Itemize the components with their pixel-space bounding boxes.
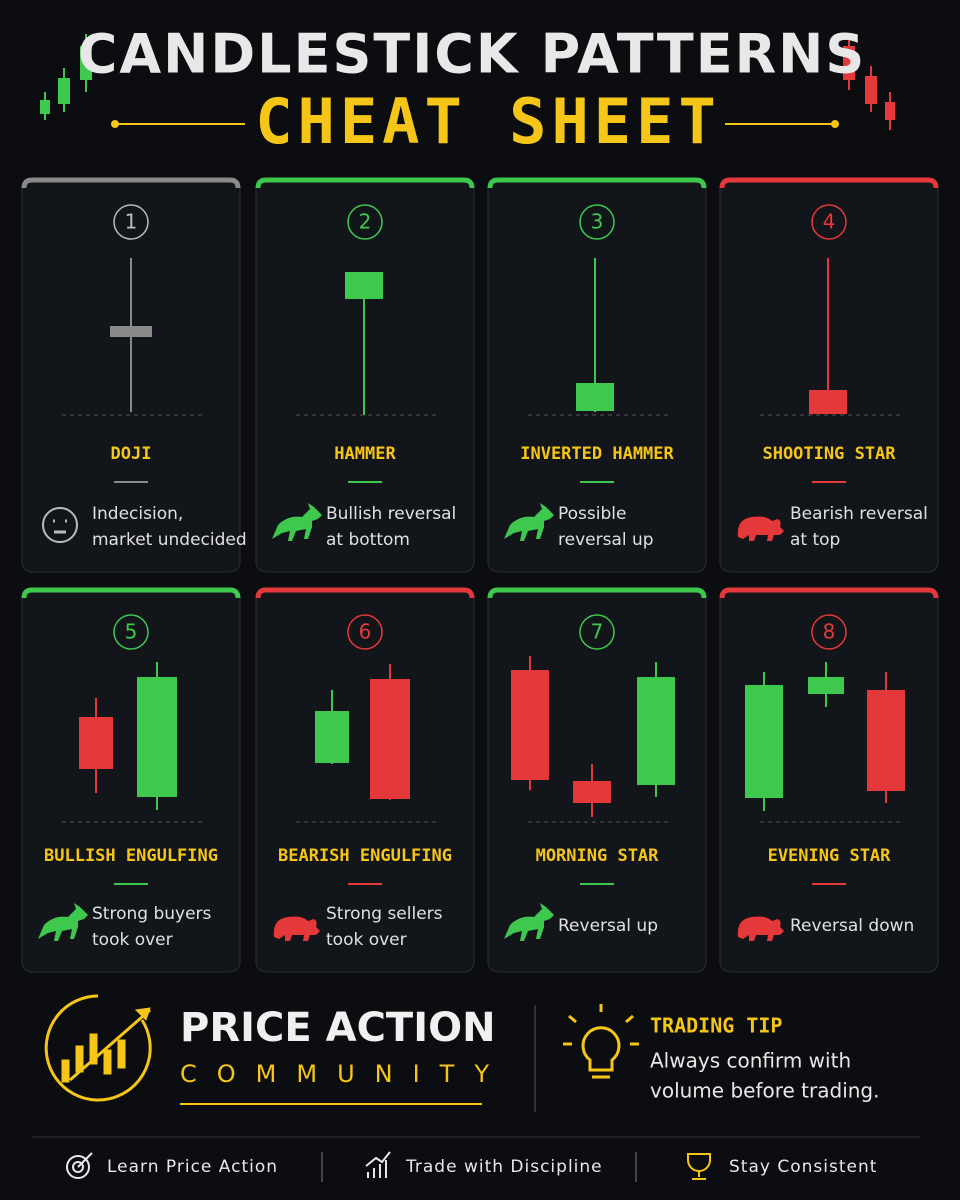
card-number: 2 xyxy=(359,210,372,234)
card-top-bar xyxy=(487,587,707,599)
candle-body xyxy=(637,677,675,785)
pattern-description: at bottom xyxy=(326,530,410,550)
candle-body xyxy=(808,677,844,694)
number-badge xyxy=(113,204,149,240)
number-badge xyxy=(811,204,847,240)
pattern-description: Strong sellers xyxy=(326,904,443,924)
pattern-description: took over xyxy=(326,930,407,950)
pattern-name: INVERTED HAMMER xyxy=(520,444,674,464)
tip-line: Always confirm with xyxy=(650,1049,851,1073)
pattern-description: took over xyxy=(92,930,173,950)
number-badge xyxy=(579,204,615,240)
bear-icon xyxy=(273,916,320,941)
candle-body xyxy=(511,670,549,780)
neutral-icon xyxy=(53,519,67,534)
footer-item: Stay Consistent xyxy=(729,1157,877,1177)
card-number: 5 xyxy=(125,620,138,644)
bear-icon xyxy=(737,516,784,541)
pattern-description: Reversal up xyxy=(558,916,658,936)
pattern-name: HAMMER xyxy=(334,444,396,464)
pattern-name: SHOOTING STAR xyxy=(762,444,896,464)
card-top-bar xyxy=(21,177,241,189)
pattern-description: reversal up xyxy=(558,530,654,550)
pattern-description: market undecided xyxy=(92,530,247,550)
bull-icon xyxy=(272,503,322,541)
pattern-description: Bearish reversal xyxy=(790,504,928,524)
candle-body xyxy=(809,390,847,414)
header-decor xyxy=(40,34,895,130)
neutral-icon xyxy=(42,507,78,543)
pattern-name: BULLISH ENGULFING xyxy=(44,846,218,866)
card-top-bar xyxy=(719,587,939,599)
card-number: 8 xyxy=(823,620,836,644)
candle-body xyxy=(573,781,611,803)
tip-line: volume before trading. xyxy=(650,1079,879,1103)
card-top-bar xyxy=(255,587,475,599)
bull-icon xyxy=(504,903,554,941)
pattern-description: at top xyxy=(790,530,840,550)
card-number: 6 xyxy=(359,620,372,644)
card-top-bar xyxy=(21,587,241,599)
pattern-name: BEARISH ENGULFING xyxy=(278,846,452,866)
candle-body xyxy=(79,717,113,769)
bull-icon xyxy=(504,503,554,541)
pattern-description: Possible xyxy=(558,504,626,524)
tip-title: TRADING TIP xyxy=(650,1014,782,1038)
pattern-description: Strong buyers xyxy=(92,904,212,924)
pattern-name: DOJI xyxy=(111,444,152,464)
card-number: 1 xyxy=(125,210,138,234)
candle-body xyxy=(315,711,349,763)
candle-body xyxy=(110,326,152,337)
number-badge xyxy=(811,614,847,650)
brand-logo xyxy=(44,994,152,1102)
footer-item: Learn Price Action xyxy=(107,1157,278,1177)
card-number: 3 xyxy=(591,210,604,234)
candle-body xyxy=(370,679,410,799)
card-number: 4 xyxy=(823,210,836,234)
bull-icon xyxy=(38,903,88,941)
cards: 1 DOJI Indecision, market undecided 2 HAMMER B… xyxy=(21,177,939,973)
pattern-name: MORNING STAR xyxy=(536,846,660,866)
footer-icons xyxy=(66,1151,711,1182)
brand-tagline: COMMUNITY xyxy=(180,1060,509,1088)
number-badge xyxy=(579,614,615,650)
number-badge xyxy=(347,204,383,240)
candle-body xyxy=(137,677,177,797)
card-top-bar xyxy=(255,177,475,189)
pattern-description: Reversal down xyxy=(790,916,914,936)
candle-body xyxy=(745,685,783,798)
pattern-description: Bullish reversal xyxy=(326,504,456,524)
card-number: 7 xyxy=(591,620,604,644)
pattern-description: Indecision, xyxy=(92,504,183,524)
number-badge xyxy=(113,614,149,650)
subtitle: CHEAT SHEET xyxy=(255,85,721,158)
title: CANDLESTICK PATTERNS xyxy=(78,23,867,86)
bear-icon xyxy=(737,916,784,941)
candle-body xyxy=(345,272,383,299)
card-top-bar xyxy=(487,177,707,189)
candle-body xyxy=(867,690,905,791)
number-badge xyxy=(347,614,383,650)
brand-name: PRICE ACTION xyxy=(180,1005,496,1051)
pattern-name: EVENING STAR xyxy=(768,846,892,866)
footer-item: Trade with Discipline xyxy=(405,1157,603,1177)
candle-body xyxy=(576,383,614,411)
bulb-icon xyxy=(563,1004,639,1079)
card-top-bar xyxy=(719,177,939,189)
